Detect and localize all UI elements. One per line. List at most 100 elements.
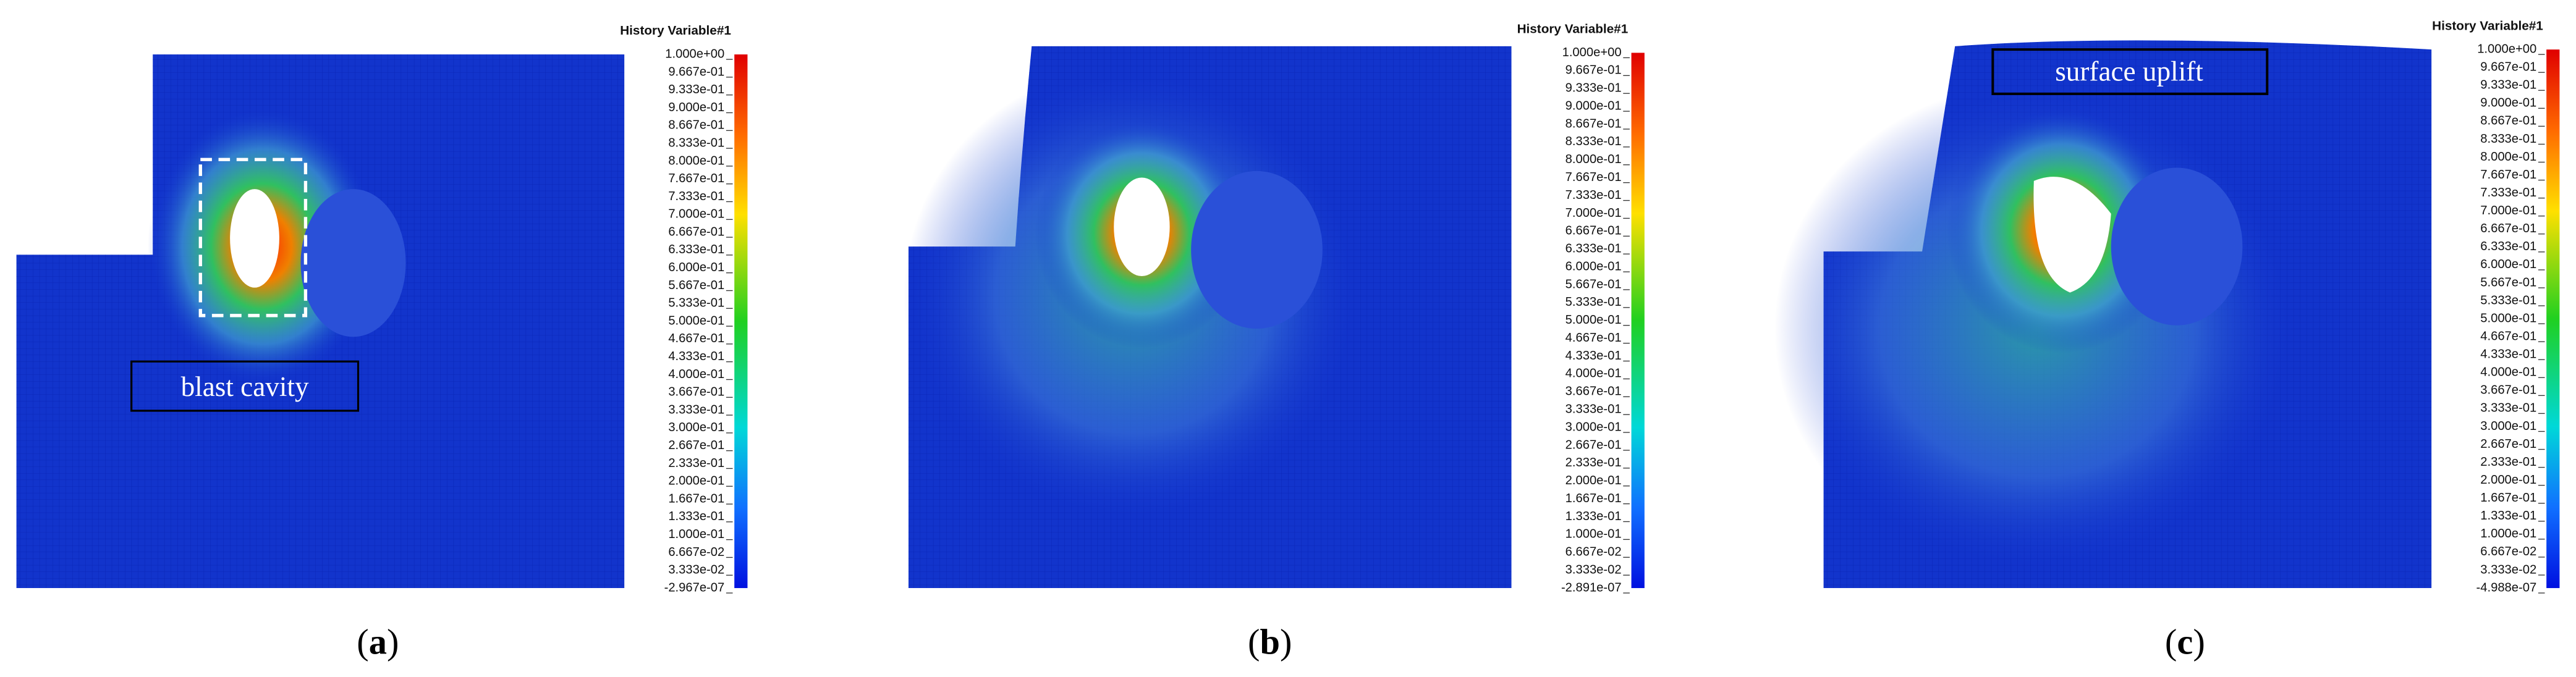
legend-label: 4.333e-01 [668, 350, 724, 363]
legend-label: 1.000e+00 [2477, 43, 2536, 56]
legend-label: 3.000e-01 [1566, 420, 1622, 434]
legend-label: 5.667e-01 [2480, 275, 2536, 289]
legend-label: 8.000e-01 [2480, 150, 2536, 164]
legend-label: 5.333e-01 [1566, 295, 1622, 309]
legend-label: 3.333e-02 [1566, 563, 1622, 576]
panel-c-plot [1774, 40, 2432, 589]
legend-label: 4.333e-01 [1566, 349, 1622, 363]
legend-label: 3.333e-01 [1566, 403, 1622, 416]
caption-part: ) [387, 621, 399, 662]
legend-label: 9.000e-01 [1566, 99, 1622, 112]
legend-label: 1.000e+00 [665, 47, 724, 61]
legend-label: 3.333e-02 [2480, 563, 2536, 576]
panel-a-plot [16, 54, 625, 589]
legend-label: 1.667e-01 [1566, 492, 1622, 505]
legend-label: 2.333e-01 [1566, 456, 1622, 469]
legend-label: 6.000e-01 [668, 261, 724, 274]
legend-label: 6.333e-01 [1566, 242, 1622, 256]
legend-label: 6.667e-02 [668, 545, 724, 559]
legend-label: 4.667e-01 [2480, 330, 2536, 343]
legend-label: 7.667e-01 [2480, 168, 2536, 182]
legend-label: 1.000e+00 [1562, 46, 1622, 59]
legend-label: 4.667e-01 [668, 332, 724, 345]
legend-label: 6.000e-01 [2480, 258, 2536, 271]
legend-label: 6.667e-01 [1566, 224, 1622, 238]
legend-label: 8.667e-01 [668, 119, 724, 132]
legend-label: 7.667e-01 [1566, 170, 1622, 184]
legend-label: 2.000e-01 [668, 474, 724, 488]
legend: History Variable#1 1.000e+00 9.667e-01 9.33… [620, 23, 748, 594]
caption-part: b [1260, 621, 1280, 662]
legend-label: 1.333e-01 [668, 510, 724, 523]
legend-label: 8.333e-01 [1566, 135, 1622, 148]
legend-label: 5.000e-01 [668, 314, 724, 327]
legend-label: 7.333e-01 [668, 190, 724, 203]
annotation: surface uplift [2055, 56, 2203, 87]
caption-part: a [369, 621, 387, 662]
legend-label: 4.333e-01 [2480, 348, 2536, 361]
legend-label: 3.333e-01 [668, 403, 724, 416]
legend-label: 8.667e-01 [2480, 114, 2536, 128]
caption-part: c [2177, 621, 2193, 662]
legend-label: 4.000e-01 [2480, 366, 2536, 379]
legend-label: 9.333e-01 [1566, 82, 1622, 95]
caption-part: ( [357, 621, 368, 662]
annotation-surface-uplift: surface uplift [1991, 48, 2269, 95]
caption-part: ( [2165, 621, 2177, 662]
legend-label: -4.988e-07 [2476, 581, 2537, 594]
legend: History Variable#1 1.000e+00 9.667e-01 9.33… [1517, 22, 1645, 594]
panel-b-plot [903, 46, 1512, 589]
legend-label: 7.333e-01 [2480, 186, 2536, 200]
legend-label: 7.000e-01 [1566, 206, 1622, 220]
legend-label: -2.967e-07 [664, 581, 725, 594]
caption-part: ) [2193, 621, 2205, 662]
legend-title: History Variable#1 [1517, 22, 1629, 36]
legend-label: 8.000e-01 [668, 154, 724, 167]
legend-label: 1.333e-01 [2480, 509, 2536, 523]
legend-label: 6.667e-01 [2480, 222, 2536, 235]
annotation-blast-cavity: blast cavity [130, 360, 360, 412]
legend-label: 3.000e-01 [668, 421, 724, 434]
legend-label: 2.667e-01 [668, 439, 724, 452]
legend-label: 2.333e-01 [668, 456, 724, 470]
legend-label: 7.000e-01 [668, 208, 724, 221]
legend-label: 6.667e-01 [668, 225, 724, 238]
legend-label: 8.333e-01 [668, 136, 724, 149]
colorbar [1631, 53, 1645, 589]
legend-label: 2.667e-01 [1566, 438, 1622, 452]
legend-label: 1.667e-01 [668, 492, 724, 505]
legend-label: 4.667e-01 [1566, 331, 1622, 345]
legend-label: 2.667e-01 [2480, 437, 2536, 451]
legend-label: 3.667e-01 [668, 385, 724, 399]
legend-label: 9.000e-01 [2480, 96, 2536, 110]
legend-label: 5.333e-01 [2480, 293, 2536, 307]
legend-label: 3.667e-01 [2480, 384, 2536, 397]
legend-label: 6.667e-02 [2480, 545, 2536, 558]
caption-part: ) [1280, 621, 1292, 662]
legend-label: 1.333e-01 [1566, 510, 1622, 523]
legend-label: 5.667e-01 [668, 279, 724, 292]
legend-title: History Variable#1 [2432, 19, 2543, 33]
colorbar [2546, 49, 2560, 589]
legend-label: 4.000e-01 [1566, 367, 1622, 381]
legend-label: 1.000e-01 [668, 528, 724, 541]
legend-label: 5.000e-01 [2480, 311, 2536, 325]
legend-label: 8.667e-01 [1566, 117, 1622, 130]
caption-part: ( [1248, 621, 1260, 662]
legend-label: 5.667e-01 [1566, 277, 1622, 291]
legend-title: History Variable#1 [620, 23, 731, 38]
legend-label: 8.000e-01 [1566, 153, 1622, 166]
legend-label: 3.333e-01 [2480, 402, 2536, 415]
legend-label: 9.667e-01 [668, 65, 724, 78]
legend-label: 6.333e-01 [668, 243, 724, 256]
caption: (b) [1248, 621, 1292, 662]
legend-label: 7.000e-01 [2480, 204, 2536, 217]
legend-label: 3.333e-02 [668, 563, 724, 577]
legend-label: 9.000e-01 [668, 101, 724, 114]
legend-label: 1.000e-01 [2480, 527, 2536, 540]
legend-label: 9.333e-01 [668, 83, 724, 96]
legend-label: 4.000e-01 [668, 368, 724, 381]
legend-label: 2.333e-01 [2480, 455, 2536, 469]
legend-label: 7.667e-01 [668, 172, 724, 185]
